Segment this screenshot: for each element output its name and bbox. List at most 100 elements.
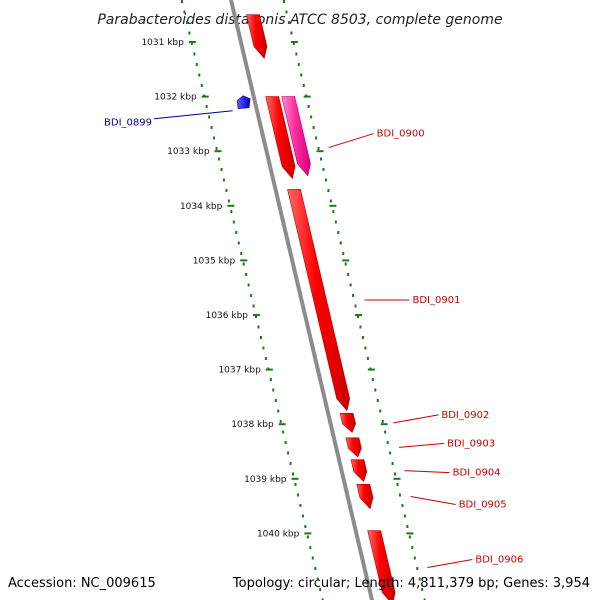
ruler-dot — [337, 231, 340, 234]
ruler-dot — [347, 273, 350, 276]
ruler-dot — [332, 210, 335, 213]
ruler-dot — [299, 504, 302, 507]
ruler-dot — [213, 136, 216, 140]
ruler-dot — [310, 115, 313, 119]
ruler-dot — [300, 73, 303, 77]
ruler-dot — [274, 399, 277, 402]
ruler-dot — [289, 462, 292, 465]
ruler-dot — [283, 0, 285, 3]
ruler-dot — [374, 388, 377, 392]
ruler-dot — [389, 451, 392, 455]
ruler-dot — [421, 588, 424, 591]
ruler-dot — [269, 378, 272, 381]
tick-label: 1039 kbp — [244, 475, 287, 485]
ruler-dot — [230, 210, 233, 213]
ruler-dot — [391, 462, 394, 465]
ruler-dot — [247, 283, 250, 287]
gene-labels: BDI_0899 BDI_0900 BDI_0901 BDI_0902 BDI_0903… — [104, 110, 523, 569]
ruler-dot — [406, 525, 409, 528]
ruler-dot — [301, 514, 304, 518]
ruler-dot — [282, 430, 285, 434]
gene-arrow — [246, 14, 268, 60]
ruler-dot — [183, 10, 186, 14]
ruler-dot — [255, 315, 258, 318]
leader-line — [404, 470, 450, 474]
gene-arrow — [236, 95, 251, 110]
leader-line — [328, 133, 374, 149]
gene-label: BDI_0905 — [459, 500, 507, 511]
ruler-dot — [252, 304, 255, 308]
tick-label: 1032 kbp — [154, 93, 197, 103]
ruler-dot — [297, 63, 300, 66]
gene-label: BDI_0904 — [453, 468, 501, 479]
gene-arrow — [287, 189, 351, 412]
ruler-dot — [314, 567, 317, 570]
ruler-dot — [352, 294, 355, 297]
tick-label: 1035 kbp — [193, 256, 236, 266]
ruler-dot — [366, 357, 369, 360]
ruler-dot — [218, 157, 221, 161]
gene-arrow — [339, 412, 356, 433]
ruler-dot — [188, 31, 191, 35]
leader-line — [399, 442, 445, 448]
ruler-dot — [245, 273, 248, 276]
ruler-dot — [306, 535, 309, 539]
ruler-dot — [295, 52, 298, 56]
ruler-dot — [315, 136, 318, 140]
ruler-dot — [181, 0, 183, 3]
ruler-dot — [316, 577, 319, 581]
ruler-dot — [371, 378, 374, 381]
ruler-dot — [296, 493, 299, 497]
ruler-dot — [304, 525, 307, 528]
ruler-dot — [290, 31, 293, 35]
genome-summary-text: Topology: circular; Length: 4,811,379 bp… — [232, 576, 590, 591]
ruler-dot — [287, 451, 290, 455]
ruler-dot — [285, 10, 288, 14]
ruler-dot — [381, 420, 384, 423]
tick-label: 1036 kbp — [206, 311, 249, 321]
ruler-dot — [396, 483, 399, 486]
ruler-dot — [272, 388, 275, 392]
backbone-line — [228, 0, 375, 600]
ruler-dot — [416, 567, 419, 570]
leader-line — [393, 414, 439, 424]
leader-line — [153, 110, 233, 120]
ruler-dot — [384, 430, 387, 434]
ruler-dot — [376, 399, 379, 402]
ruler-dot — [386, 441, 389, 444]
gene-arrow — [345, 437, 362, 458]
ruler-dot — [195, 63, 198, 66]
tick-label: 1034 kbp — [180, 202, 223, 212]
ruler-dot — [259, 336, 262, 339]
ruler-dot — [208, 115, 211, 119]
ruler-dot — [198, 73, 201, 77]
genome-backbone — [228, 0, 375, 600]
leader-line — [427, 559, 473, 569]
ruler-dot — [220, 168, 223, 171]
ruler-dot — [357, 315, 360, 318]
ruler-dot — [292, 472, 295, 476]
ruler-dot — [349, 283, 352, 287]
ruler-dot — [329, 199, 332, 203]
ruler-dot — [334, 220, 337, 224]
ruler-dot — [284, 441, 287, 444]
ruler-dot — [279, 420, 282, 423]
ruler-dot — [200, 84, 203, 87]
ruler-dot — [240, 252, 243, 255]
ruler-dot — [250, 294, 253, 297]
ruler-dot — [394, 472, 397, 476]
ruler-dot — [361, 336, 364, 339]
ruler-dot — [232, 220, 235, 224]
ruler-dot — [319, 588, 322, 591]
tick-label: 1033 kbp — [167, 147, 210, 157]
gene-features — [236, 14, 396, 600]
ruler-dot — [359, 325, 362, 329]
ruler-dot — [354, 304, 357, 308]
ruler-dot — [311, 556, 314, 560]
ruler-dot — [205, 105, 208, 108]
ruler-dot — [411, 546, 414, 549]
tick-label: 1040 kbp — [257, 529, 300, 539]
ruler-dot — [193, 52, 196, 56]
ruler-dot — [190, 42, 193, 45]
ruler-dot — [418, 577, 421, 581]
